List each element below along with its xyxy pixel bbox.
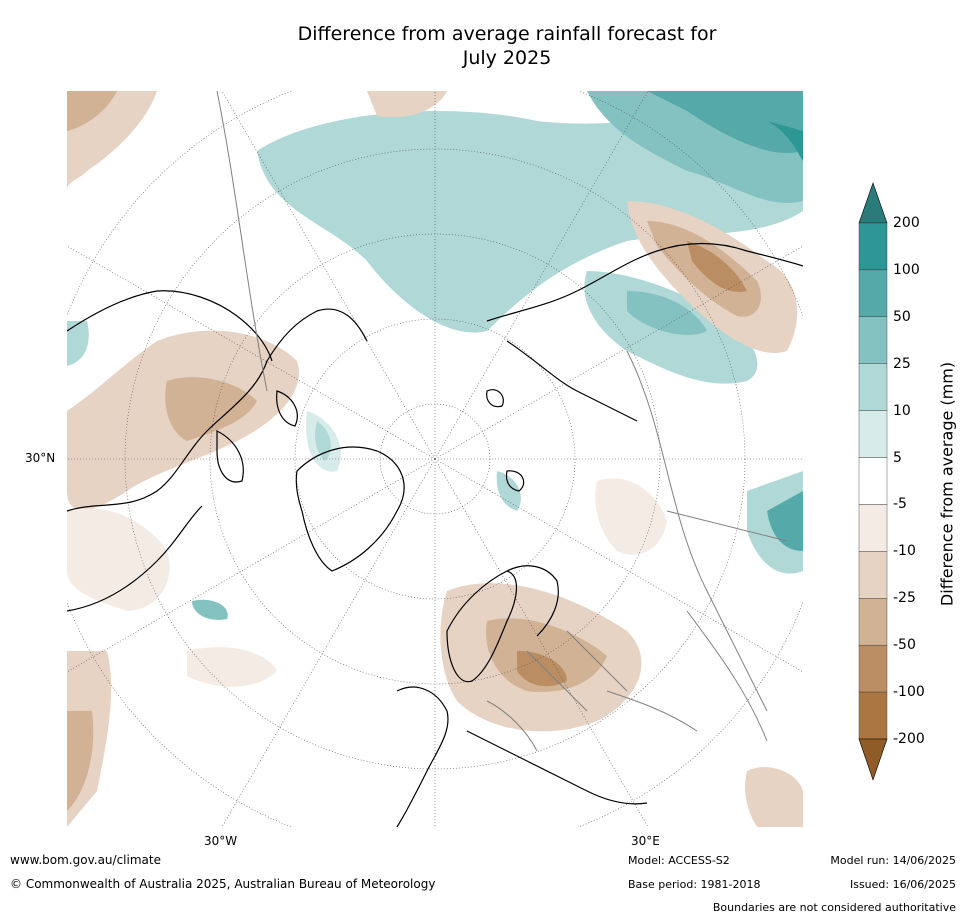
- colorbar-tick-label: 10: [893, 402, 911, 419]
- colorbar-bin: [858, 269, 888, 318]
- rainfall-anomaly-map: [67, 91, 803, 827]
- colorbar-bin: [858, 316, 888, 364]
- colorbar-tick-label: -50: [893, 637, 916, 654]
- lat-label-30n: 30°N: [25, 451, 56, 465]
- colorbar-tick-label: -5: [893, 496, 907, 513]
- drier-regions: [67, 91, 803, 827]
- colorbar-bin: [858, 598, 888, 646]
- colorbar-bin: [858, 222, 888, 271]
- colorbar: [850, 180, 965, 785]
- disclaimer-text: Boundaries are not considered authoritat…: [712, 901, 956, 914]
- colorbar-bin: [858, 504, 888, 552]
- colorbar-tick-label: -200: [893, 731, 925, 747]
- colorbar-tick-label: -25: [893, 590, 916, 607]
- base-period-text: Base period: 1981-2018: [628, 878, 761, 891]
- copyright-text: © Commonwealth of Australia 2025, Austra…: [10, 877, 436, 891]
- colorbar-tick-label: -100: [893, 684, 925, 701]
- colorbar-graphic: [858, 182, 888, 781]
- colorbar-tick-label: 100: [893, 261, 920, 278]
- colorbar-bin: [858, 410, 888, 458]
- title-line-2: July 2025: [462, 47, 552, 69]
- model-text: Model: ACCESS-S2: [628, 854, 730, 867]
- title-line-1: Difference from average rainfall forecas…: [297, 23, 717, 45]
- map-title: Difference from average rainfall forecas…: [200, 22, 814, 70]
- colorbar-bin: [858, 644, 888, 693]
- country-borders: [216, 91, 788, 752]
- colorbar-tick-label: 50: [893, 308, 911, 325]
- issued-text: Issued: 16/06/2025: [849, 878, 956, 891]
- colorbar-top-arrow: [858, 182, 888, 224]
- colorbar-bin: [858, 363, 888, 411]
- colorbar-bin: [858, 551, 888, 599]
- graticule: [67, 91, 803, 827]
- colorbar-tick-label: 25: [893, 355, 911, 372]
- lon-label-30e: 30°E: [631, 834, 660, 848]
- colorbar-bins: [858, 222, 888, 740]
- lon-label-30w: 30°W: [204, 834, 238, 848]
- wetter-regions: [67, 91, 803, 620]
- model-run-text: Model run: 14/06/2025: [830, 854, 956, 867]
- colorbar-tick-label: 200: [893, 215, 920, 231]
- colorbar-bin: [858, 691, 888, 740]
- map-canvas: [67, 91, 803, 827]
- colorbar-tick-label: -10: [893, 543, 916, 560]
- colorbar-bottom-arrow: [858, 738, 888, 781]
- colorbar-bin: [858, 457, 888, 505]
- colorbar-tick-label: 5: [893, 449, 902, 466]
- website-text: www.bom.gov.au/climate: [10, 853, 161, 867]
